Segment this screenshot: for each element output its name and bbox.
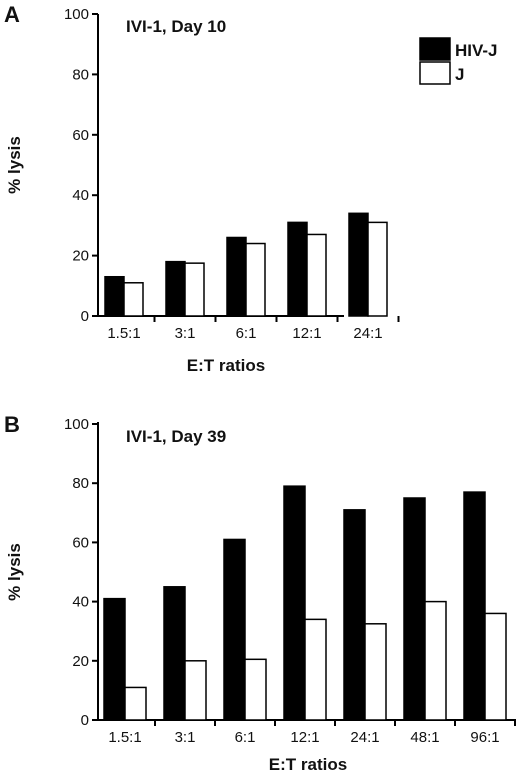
y-tick-label: 80 [72,66,89,83]
y-tick-label: 60 [72,127,89,144]
panel-b-x-ticks: 1.5:1 3:1 6:1 12:1 24:1 48:1 96:1 [108,720,516,746]
bar-j [306,233,327,317]
bar-j [424,600,447,721]
y-tick-label: 20 [72,653,89,670]
bar-hiv-j [223,538,246,721]
panel-a-y-ticks: 0 20 40 60 80 100 [64,6,98,325]
panel-b-letter: B [4,412,20,437]
x-tick-label: 6:1 [235,729,256,746]
bar-hiv-j [104,275,125,317]
bar-hiv-j [103,597,126,721]
bar-j [364,623,387,721]
x-tick-label: 6:1 [236,325,257,342]
bar-j [244,658,267,721]
bar-hiv-j [348,212,369,317]
panel-b-y-axis-label: % lysis [5,543,24,601]
x-tick-label: 24:1 [350,729,379,746]
bar-hiv-j [283,485,306,721]
panel-b-y-ticks: 0 20 40 60 80 100 [64,416,98,729]
x-tick-label: 48:1 [410,729,439,746]
panel-a-letter: A [4,2,20,27]
x-tick-label: 12:1 [292,325,321,342]
y-tick-label: 40 [72,187,89,204]
bar-hiv-j [343,509,366,721]
bar-j [184,262,205,317]
bar-j [245,242,266,317]
y-tick-label: 0 [81,308,89,325]
bar-j [304,618,327,721]
bar-hiv-j [463,491,486,721]
x-tick-label: 3:1 [175,729,196,746]
x-tick-label: 96:1 [470,729,499,746]
x-tick-label: 24:1 [353,325,382,342]
y-tick-label: 100 [64,6,89,23]
panel-a-bars [104,212,388,317]
legend-swatch-j [419,61,451,85]
panel-b: B IVI-1, Day 39 % lysis E:T ratios 0 20 40… [4,412,516,774]
bar-hiv-j [226,236,247,317]
x-tick-label: 1.5:1 [107,325,140,342]
x-tick-label: 3:1 [175,325,196,342]
panel-b-bars [103,485,507,721]
bar-j [367,221,388,317]
x-tick-label: 1.5:1 [108,729,141,746]
bar-j [184,660,207,721]
panel-b-x-axis-label: E:T ratios [269,755,347,774]
y-tick-label: 80 [72,475,89,492]
panel-a: A IVI-1, Day 10 % lysis E:T ratios HIV-J… [4,2,498,375]
panel-a-y-axis-label: % lysis [5,136,24,194]
x-tick-label: 12:1 [290,729,319,746]
panel-a-x-axis-label: E:T ratios [187,356,265,375]
bar-j [123,282,144,317]
legend-swatch-hiv-j [419,37,451,61]
panel-a-title: IVI-1, Day 10 [126,17,226,36]
bar-hiv-j [163,586,186,721]
y-tick-label: 60 [72,534,89,551]
y-tick-label: 100 [64,416,89,433]
panel-a-x-ticks: 1.5:1 3:1 6:1 12:1 24:1 [107,316,400,342]
bar-hiv-j [287,221,308,317]
y-tick-label: 40 [72,594,89,611]
bar-j [124,686,147,721]
panel-b-title: IVI-1, Day 39 [126,427,226,446]
y-tick-label: 0 [81,712,89,729]
bar-j [484,612,507,721]
legend: HIV-J J [419,37,498,85]
y-tick-label: 20 [72,248,89,265]
legend-label-j: J [455,65,464,84]
bar-hiv-j [403,497,426,721]
bar-hiv-j [165,260,186,317]
legend-label-hiv-j: HIV-J [455,41,498,60]
